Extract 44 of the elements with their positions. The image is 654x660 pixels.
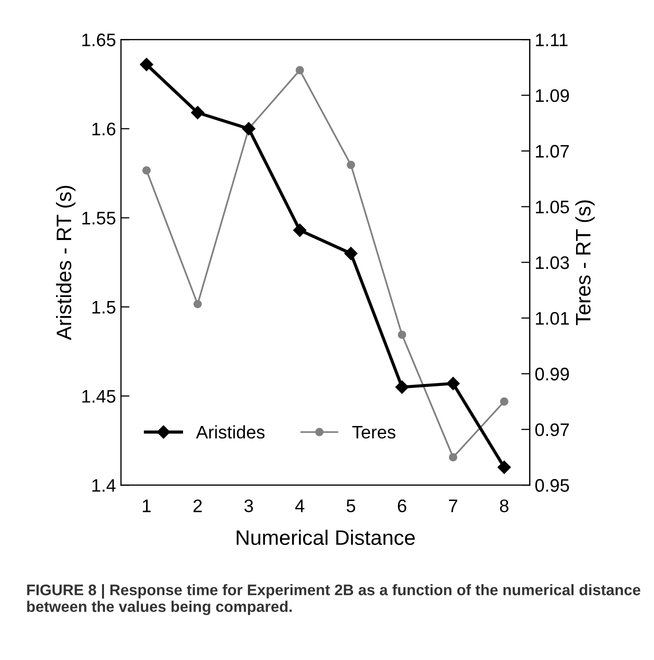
y2-tick-label: 1.11 xyxy=(536,34,568,46)
x-tick-label: 2 xyxy=(194,499,202,512)
x-tick-label: 3 xyxy=(244,499,253,512)
y-tick-label: 1.55 xyxy=(82,212,116,225)
y2-tick-label: 1.03 xyxy=(536,256,569,270)
point xyxy=(500,397,508,406)
y-tick-label: 1.5 xyxy=(92,301,116,314)
y-tick-label: 1.4 xyxy=(92,479,116,492)
x-tick-label: 1 xyxy=(142,500,151,512)
point xyxy=(448,453,458,462)
legend-label: Teres xyxy=(352,426,396,439)
y2-tick-label: 0.97 xyxy=(535,423,569,436)
x-tick-label: 4 xyxy=(295,500,304,512)
x-axis-title: Numerical Distance xyxy=(236,530,415,546)
point xyxy=(446,376,460,390)
y2-tick-label: 0.95 xyxy=(535,479,569,492)
point xyxy=(293,224,306,237)
point xyxy=(344,246,358,260)
x-tick-label: 8 xyxy=(500,499,508,512)
point xyxy=(191,106,204,120)
x-tick-label: 6 xyxy=(398,499,406,512)
caption: FIGURE 8 | Response time for Experiment 2B as a function of the numerical distance between the values being compared. xyxy=(27,584,640,616)
point xyxy=(242,122,256,136)
y2-tick-label: 1.01 xyxy=(536,312,569,325)
y2-tick-label: 0.99 xyxy=(535,368,569,380)
point xyxy=(498,460,511,474)
point xyxy=(142,166,151,175)
y2-axis-title: Teres - RT (s) xyxy=(575,200,595,326)
legend-label: Aristides xyxy=(196,425,265,439)
point xyxy=(395,380,409,394)
y-axis-title: Aristides - RT (s) xyxy=(56,186,76,340)
y-tick-label: 1.6 xyxy=(92,122,116,136)
y2-tick-label: 1.09 xyxy=(536,89,569,102)
point xyxy=(398,330,406,339)
y2-tick-label: 1.05 xyxy=(536,200,569,214)
y-tick-label: 1.45 xyxy=(82,390,116,403)
y2-tick-label: 1.07 xyxy=(536,144,569,158)
x-tick-label: 7 xyxy=(449,500,458,512)
point xyxy=(140,58,154,72)
point xyxy=(193,300,202,308)
y-tick-label: 1.65 xyxy=(82,34,116,46)
x-tick-label: 5 xyxy=(346,500,356,512)
point xyxy=(296,66,304,74)
point xyxy=(346,160,356,170)
